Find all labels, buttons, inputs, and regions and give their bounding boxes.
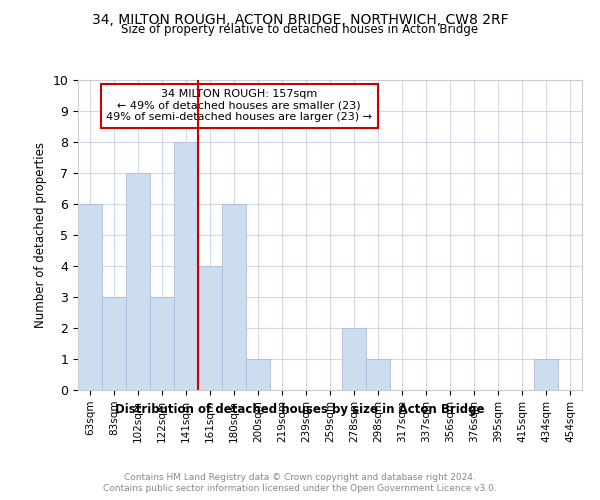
Text: Size of property relative to detached houses in Acton Bridge: Size of property relative to detached ho…: [121, 22, 479, 36]
Y-axis label: Number of detached properties: Number of detached properties: [34, 142, 47, 328]
Bar: [150, 297, 174, 390]
Text: 34 MILTON ROUGH: 157sqm
← 49% of detached houses are smaller (23)
49% of semi-de: 34 MILTON ROUGH: 157sqm ← 49% of detache…: [106, 90, 372, 122]
Bar: [222, 204, 246, 390]
Bar: [102, 297, 126, 390]
Text: Contains public sector information licensed under the Open Government Licence v3: Contains public sector information licen…: [103, 484, 497, 493]
Text: Contains HM Land Registry data © Crown copyright and database right 2024.: Contains HM Land Registry data © Crown c…: [124, 472, 476, 482]
Bar: [78, 204, 102, 390]
Bar: [246, 359, 270, 390]
Bar: [126, 173, 150, 390]
Bar: [342, 328, 366, 390]
Bar: [366, 359, 390, 390]
Text: 34, MILTON ROUGH, ACTON BRIDGE, NORTHWICH, CW8 2RF: 34, MILTON ROUGH, ACTON BRIDGE, NORTHWIC…: [92, 12, 508, 26]
Bar: [174, 142, 198, 390]
Text: Distribution of detached houses by size in Acton Bridge: Distribution of detached houses by size …: [115, 402, 485, 415]
Bar: [198, 266, 222, 390]
Bar: [534, 359, 558, 390]
